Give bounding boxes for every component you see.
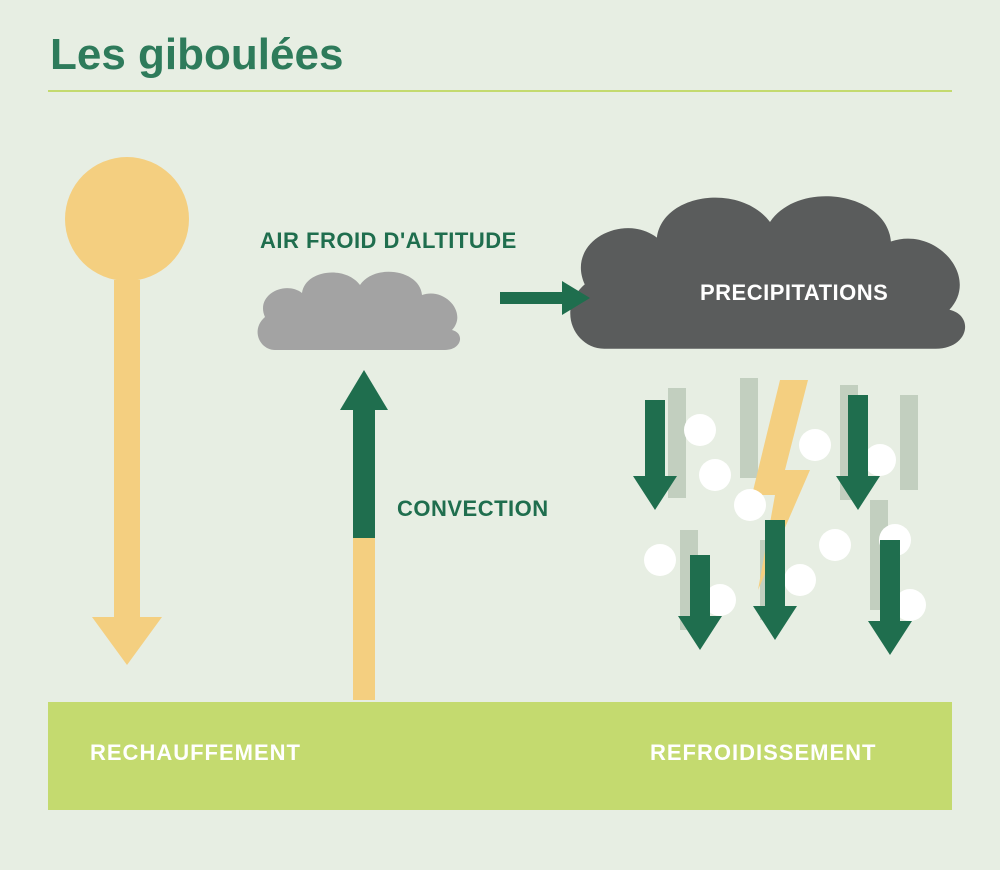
hail-ball bbox=[819, 529, 851, 561]
transform-arrow bbox=[500, 292, 562, 304]
hail-ball bbox=[864, 444, 896, 476]
hail-ball bbox=[684, 414, 716, 446]
convection-arrow-lower bbox=[353, 538, 375, 700]
convection-arrow-upper bbox=[353, 410, 375, 538]
sun-ray-arrow bbox=[92, 280, 162, 665]
hail-ball bbox=[699, 459, 731, 491]
hail-ball bbox=[784, 564, 816, 596]
cloud-big-icon bbox=[570, 196, 965, 348]
hail-ball bbox=[799, 429, 831, 461]
sun-icon bbox=[65, 157, 189, 281]
hail-ball bbox=[734, 489, 766, 521]
rain-streak bbox=[740, 378, 758, 478]
rain-streak bbox=[900, 395, 918, 490]
convection-arrow-head bbox=[340, 370, 388, 410]
label-air-froid: AIR FROID D'ALTITUDE bbox=[260, 228, 517, 254]
label-convection: CONVECTION bbox=[397, 496, 549, 522]
cloud-small-icon bbox=[258, 272, 460, 350]
label-precipitations: PRECIPITATIONS bbox=[700, 280, 888, 306]
diagram-svg bbox=[0, 0, 1000, 870]
hail-ball bbox=[644, 544, 676, 576]
